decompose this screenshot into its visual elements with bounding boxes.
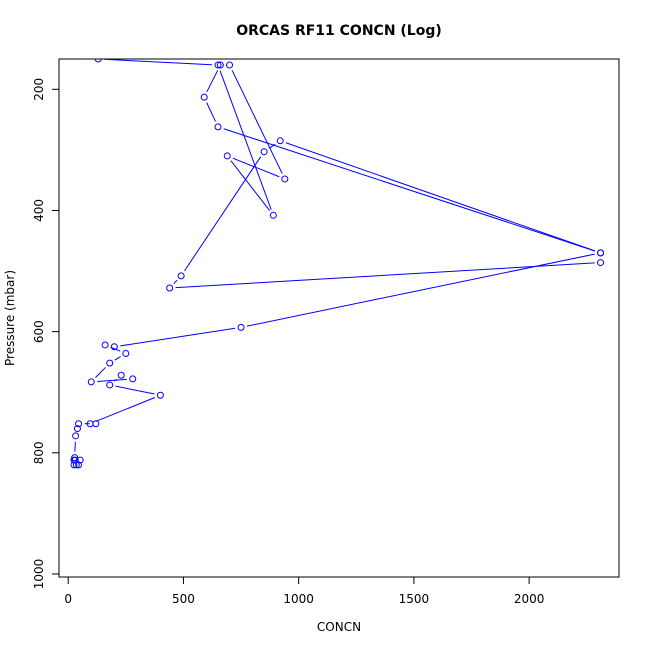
series-layer <box>70 59 605 469</box>
data-point <box>122 349 130 357</box>
data-point <box>214 61 222 69</box>
data-point <box>117 371 125 379</box>
x-tick-label: 0 <box>64 592 72 606</box>
chart-title: ORCAS RF11 CONCN (Log) <box>236 23 442 39</box>
data-point <box>597 249 605 257</box>
x-tick-label: 2000 <box>514 592 545 606</box>
data-point <box>276 137 284 145</box>
y-axis-label: Pressure (mbar) <box>3 270 17 366</box>
series-segment <box>95 397 156 422</box>
y-tick-label: 600 <box>32 320 46 343</box>
data-point <box>237 323 245 331</box>
x-tick-label: 1000 <box>283 592 314 606</box>
data-point <box>87 378 95 386</box>
data-point <box>214 123 222 131</box>
data-point <box>106 381 114 389</box>
x-tick-label: 1500 <box>399 592 430 606</box>
data-point <box>86 420 94 428</box>
data-point <box>71 454 79 462</box>
y-tick-label: 1000 <box>32 559 46 590</box>
series-segment <box>95 367 106 378</box>
data-point <box>177 272 185 280</box>
series-segment <box>230 160 271 211</box>
series-segment <box>173 279 178 285</box>
data-point <box>156 391 164 399</box>
data-point <box>260 148 268 156</box>
data-point <box>94 59 102 63</box>
data-point <box>72 432 80 440</box>
data-point <box>269 211 277 219</box>
x-axis-label: CONCN <box>317 620 361 634</box>
series-segment <box>246 253 595 327</box>
data-point <box>106 359 114 367</box>
plot-frame <box>58 58 620 578</box>
data-point <box>73 425 81 433</box>
data-point <box>166 284 174 292</box>
y-axis: 200 400 600 800 1000 <box>32 78 60 590</box>
data-point <box>70 461 78 469</box>
data-point <box>226 61 234 69</box>
series-segment <box>223 128 596 252</box>
series-segment <box>120 327 236 347</box>
data-point <box>281 175 289 183</box>
y-tick-label: 800 <box>32 441 46 464</box>
data-point <box>75 461 83 469</box>
data-point <box>71 456 79 464</box>
data-point <box>76 456 84 464</box>
data-point <box>110 343 118 351</box>
data-point <box>101 341 109 349</box>
x-tick-label: 500 <box>172 592 195 606</box>
series-segment <box>231 70 283 174</box>
y-tick-label: 200 <box>32 78 46 101</box>
series-segment <box>206 102 216 122</box>
series-group <box>70 59 605 469</box>
data-point <box>75 420 83 428</box>
series-segment <box>115 385 155 395</box>
y-tick-label: 400 <box>32 199 46 222</box>
data-point <box>223 152 231 160</box>
data-point <box>129 375 137 383</box>
series-segment <box>97 378 127 382</box>
series-segment <box>175 262 595 289</box>
series-segment <box>114 356 121 361</box>
x-axis: 0 500 1000 1500 2000 <box>64 576 545 606</box>
series-segment <box>219 70 272 210</box>
series-segment <box>285 142 596 252</box>
data-point <box>216 61 224 69</box>
series-segment <box>184 156 262 272</box>
data-point <box>200 93 208 101</box>
data-point <box>72 461 80 469</box>
series-segment <box>206 70 219 93</box>
data-point <box>597 259 605 267</box>
series-segment <box>104 59 213 66</box>
